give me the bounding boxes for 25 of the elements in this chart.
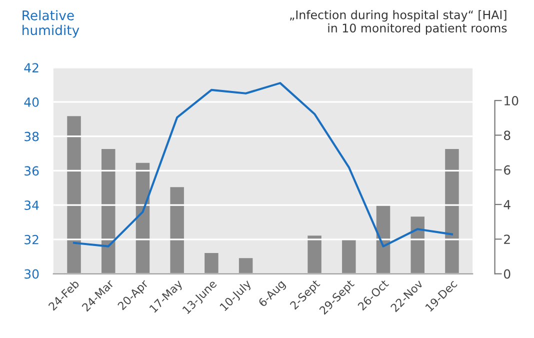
y-tick-label: 32 xyxy=(24,234,38,244)
bar xyxy=(170,187,184,274)
y2-tick-label: 2 xyxy=(504,234,510,244)
bar xyxy=(445,149,459,274)
y2-tick-label: 10 xyxy=(504,96,518,106)
line-series xyxy=(72,82,454,248)
y2-axis-title: „Infection during hospital stay“ [HAI] in 10 monitored patient rooms xyxy=(290,10,507,35)
y-tick-label: 36 xyxy=(24,166,39,176)
y2-tick-label: 6 xyxy=(504,165,510,175)
y-tick-label: 40 xyxy=(24,97,39,107)
y2-tick-label: 4 xyxy=(504,200,510,210)
y2-tick-label: 0 xyxy=(504,269,510,279)
bar xyxy=(410,216,424,274)
bar xyxy=(308,236,322,274)
y-tick-label: 38 xyxy=(24,132,39,142)
y-tick-label: 30 xyxy=(24,269,39,279)
y-tick-label: 42 xyxy=(24,63,38,72)
bar xyxy=(204,252,218,274)
bar xyxy=(342,239,356,274)
bar xyxy=(238,258,253,274)
y-tick-label: 34 xyxy=(24,200,39,210)
bar xyxy=(102,149,116,274)
y2-tick-label: 8 xyxy=(504,130,510,140)
bar xyxy=(67,116,81,274)
y-axis-title: Relative humidity xyxy=(22,10,80,38)
